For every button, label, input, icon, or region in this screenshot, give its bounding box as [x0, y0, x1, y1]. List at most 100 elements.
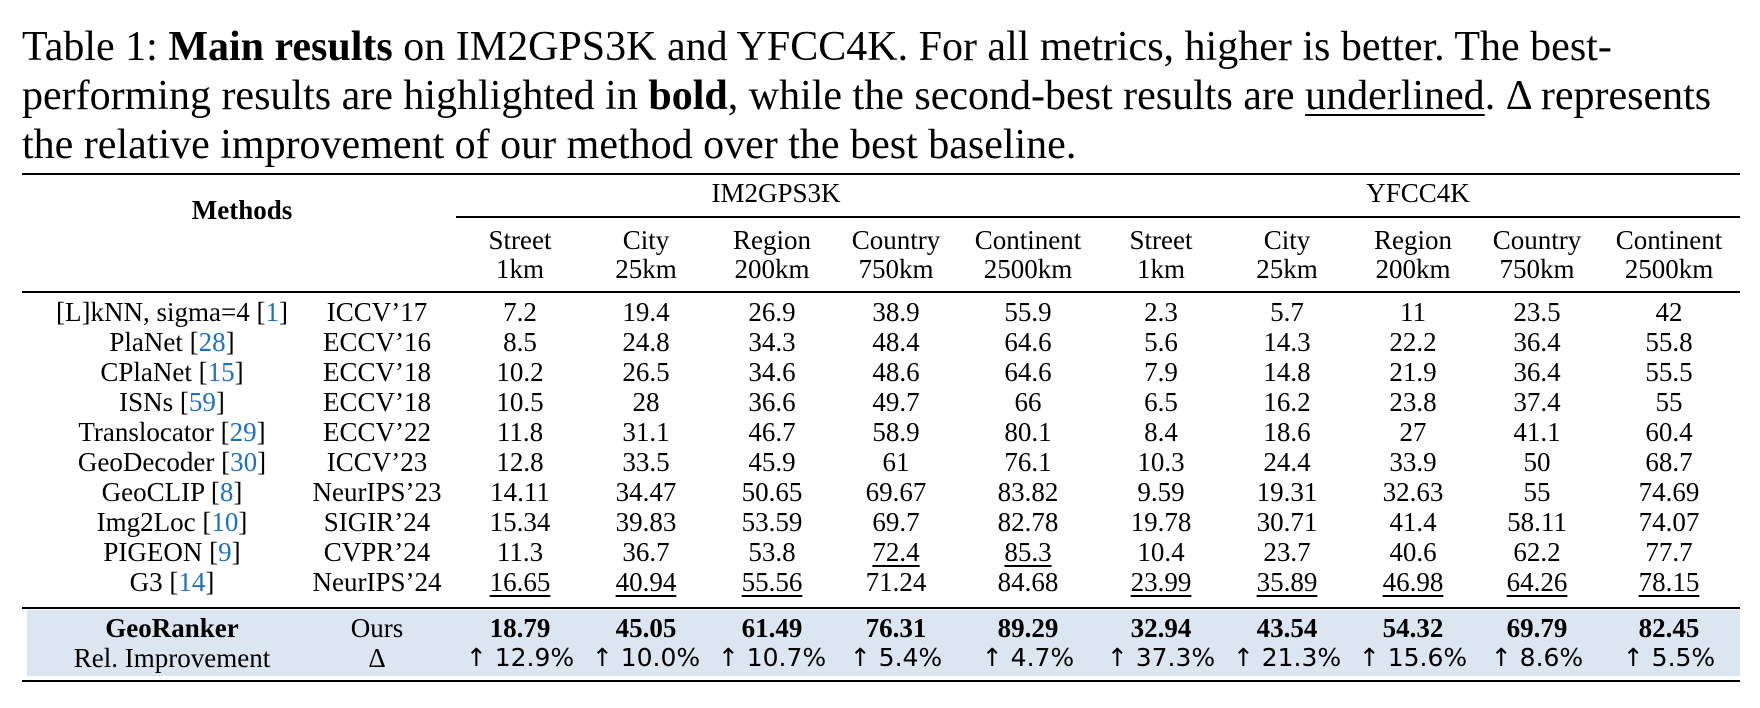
metric-value: 48.6 [872, 357, 920, 387]
metric-value: 22.2 [1389, 327, 1437, 357]
metric-value: 62.2 [1513, 537, 1561, 567]
baseline-bottom-rule [22, 607, 1740, 609]
metric-value: 68.7 [1645, 447, 1693, 477]
method-name: GeoDecoder [30] [22, 447, 322, 477]
metric-value: 83.82 [997, 477, 1059, 507]
improvement-value: ↑ 12.9% [465, 643, 575, 672]
improvement-value: ↑ 10.0% [591, 643, 701, 672]
method-name: PlaNet [28] [22, 327, 322, 357]
metric-value: 55.5 [1645, 357, 1693, 387]
metric-value: 58.9 [872, 417, 920, 447]
citation[interactable]: [15] [198, 357, 244, 387]
metric-value: 69.67 [865, 477, 927, 507]
metric-value: 19.78 [1130, 507, 1192, 537]
metric-value: 23.99 [1130, 567, 1192, 597]
citation-number[interactable]: 59 [188, 387, 216, 417]
metric-value: 40.94 [615, 567, 677, 597]
metric-value: 55 [1523, 477, 1551, 507]
citation[interactable]: [9] [209, 537, 241, 567]
citation[interactable]: [8] [210, 477, 243, 507]
metric-value: 24.8 [622, 327, 670, 357]
ours-method-name: GeoRanker [105, 613, 239, 643]
citation-number[interactable]: 28 [198, 327, 226, 357]
citation-number[interactable]: 29 [229, 417, 257, 447]
table-top-rule [22, 173, 1740, 175]
citation[interactable]: [1] [256, 297, 288, 327]
metric-value: 15.34 [489, 507, 551, 537]
metric-value: 23.8 [1389, 387, 1437, 417]
group-rule [456, 216, 1740, 218]
metric-value: 19.4 [622, 297, 670, 327]
metric-value: 21.9 [1389, 357, 1437, 387]
citation[interactable]: [10] [202, 507, 248, 537]
citation-number[interactable]: 30 [230, 447, 258, 477]
method-label: Img2Loc [96, 507, 203, 537]
metric-value: 78.15 [1638, 567, 1700, 597]
citation-number[interactable]: 8 [219, 477, 234, 507]
metric-value: 10.5 [496, 387, 544, 417]
metric-value: 58.11 [1507, 507, 1567, 537]
method-label: CPlaNet [100, 357, 199, 387]
ours-metric-value: 32.94 [1130, 613, 1192, 643]
ours-metric-value: 89.29 [997, 613, 1059, 643]
method-name: Img2Loc [10] [22, 507, 322, 537]
method-name: [L]kNN, sigma=4 [1] [22, 297, 322, 327]
metric-value: 38.9 [872, 297, 920, 327]
metric-header-name: Region [733, 225, 811, 255]
venue: ECCV’18 [323, 357, 431, 387]
metric-value: 66 [1014, 387, 1042, 417]
citation[interactable]: [28] [189, 327, 235, 357]
metric-header-name: Country [1492, 225, 1582, 255]
metric-value: 46.98 [1382, 567, 1444, 597]
metric-value: 41.4 [1389, 507, 1437, 537]
citation-number[interactable]: 10 [211, 507, 239, 537]
venue: ICCV’17 [326, 297, 428, 327]
metric-value: 36.4 [1513, 327, 1561, 357]
metric-value: 34.6 [748, 357, 796, 387]
citation-number[interactable]: 15 [207, 357, 235, 387]
metric-header-distance: 200km [1375, 254, 1451, 284]
metric-value: 76.1 [1004, 447, 1052, 477]
metric-value: 10.3 [1137, 447, 1185, 477]
metric-header-name: Continent [1615, 225, 1723, 255]
method-label: GeoDecoder [77, 447, 222, 477]
metric-value: 9.59 [1137, 477, 1185, 507]
improvement-value: ↑ 5.5% [1622, 643, 1716, 672]
citation-number[interactable]: 14 [178, 567, 206, 597]
metric-value: 7.9 [1144, 357, 1178, 387]
metric-value: 84.68 [997, 567, 1059, 597]
metric-value: 50 [1523, 447, 1551, 477]
method-label: ISNs [119, 387, 180, 417]
metric-header-distance: 750km [858, 254, 934, 284]
ours-metric-value: 82.45 [1638, 613, 1700, 643]
metric-value: 8.5 [503, 327, 537, 357]
method-label: Translocator [78, 417, 221, 447]
metric-value: 48.4 [872, 327, 920, 357]
ours-metric-value: 43.54 [1256, 613, 1318, 643]
caption-underlined-word: underlined [1305, 73, 1485, 119]
method-label: G3 [129, 567, 170, 597]
ours-metric-value: 45.05 [615, 613, 677, 643]
venue: NeurIPS’24 [312, 567, 442, 597]
citation-number[interactable]: 1 [265, 297, 279, 327]
metric-value: 2.3 [1144, 297, 1178, 327]
metric-value: 5.7 [1270, 297, 1304, 327]
method-name: CPlaNet [15] [22, 357, 322, 387]
citation[interactable]: [30] [221, 447, 267, 477]
metric-value: 8.4 [1144, 417, 1178, 447]
citation[interactable]: [59] [179, 387, 225, 417]
metric-value: 26.5 [622, 357, 670, 387]
metric-value: 11.8 [496, 417, 544, 447]
citation[interactable]: [14] [169, 567, 215, 597]
citation[interactable]: [29] [220, 417, 266, 447]
metric-value: 31.1 [622, 417, 670, 447]
ours-highlight-band [27, 610, 1740, 676]
metric-value: 80.1 [1004, 417, 1052, 447]
metric-value: 55 [1655, 387, 1683, 417]
citation-number[interactable]: 9 [218, 537, 232, 567]
metric-value: 36.4 [1513, 357, 1561, 387]
metric-header-distance: 750km [1499, 254, 1575, 284]
ours-metric-value: 18.79 [489, 613, 551, 643]
metric-value: 34.47 [615, 477, 677, 507]
metric-header-distance: 2500km [1624, 254, 1714, 284]
